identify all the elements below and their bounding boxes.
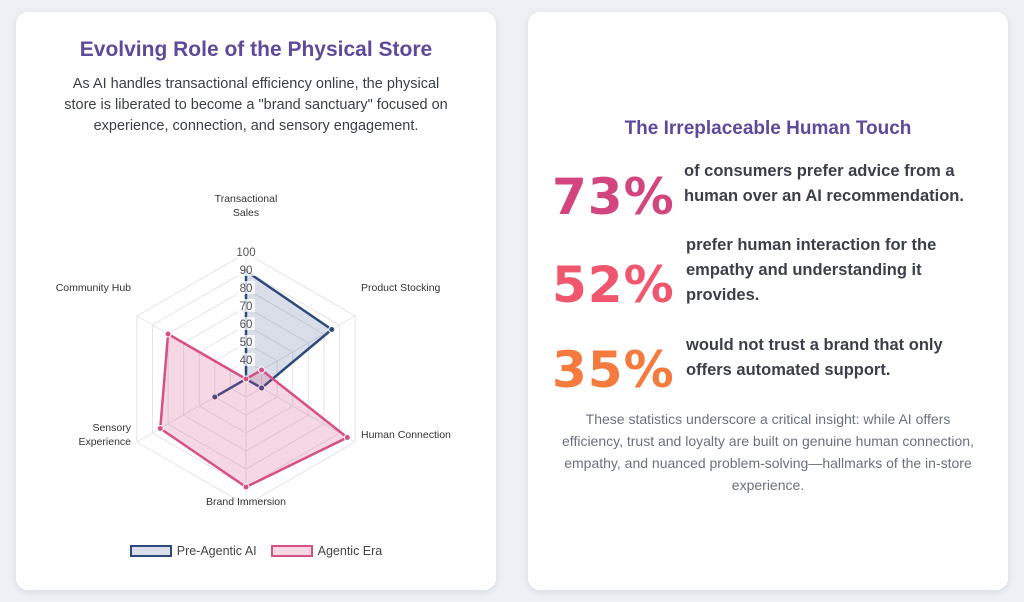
stat-value-73: 73% [552, 168, 675, 226]
tick-bg-90 [237, 263, 255, 276]
stat-text-52: prefer human interaction for the empathy… [686, 236, 937, 304]
axis-label-0-0: Transactional [215, 193, 278, 205]
legend-item-pre-agentic[interactable]: Pre-Agentic AI [129, 544, 257, 558]
insight-paragraph: These statistics underscore a critical i… [562, 411, 974, 493]
right-card-title: The Irreplaceable Human Touch [624, 118, 912, 139]
legend-label-pre-agentic: Pre-Agentic AI [176, 544, 257, 558]
legend-swatch-agentic-era [270, 545, 313, 557]
axis-label-2-0: Human Connection [361, 429, 451, 441]
tick-bg-70 [237, 299, 255, 312]
series-0-point-2 [258, 384, 266, 392]
series-1-point-2 [343, 434, 351, 441]
series-0-point-4 [211, 393, 219, 401]
stat-value-35: 35% [552, 341, 675, 399]
tick-label-50: 50 [240, 337, 253, 349]
store-role-card: Evolving Role of the Physical Store As A… [16, 12, 496, 590]
tick-bg-60 [237, 317, 255, 330]
tick-bg-40 [237, 353, 255, 366]
stat-text-35: would not trust a brand that only offers… [686, 336, 943, 379]
tick-bg-80 [237, 281, 255, 294]
axis-label-3-0: Brand Immersion [206, 496, 286, 508]
stat-text-73: of consumers prefer advice from a human … [684, 162, 964, 205]
series-1-point-0 [242, 375, 250, 383]
legend-label-agentic-era: Agentic Era [317, 544, 383, 558]
tick-label-70: 70 [240, 301, 253, 313]
tick-label-100: 100 [236, 247, 255, 259]
chart-legend: Pre-Agentic AI Agentic Era [16, 544, 496, 558]
series-1-point-1 [258, 366, 266, 374]
axis-label-4-0: Sensory [92, 422, 131, 434]
series-1-point-5 [164, 330, 172, 338]
axis-label-4-1: Experience [78, 436, 131, 448]
axis-label-0-1: Sales [233, 207, 259, 219]
tick-label-40: 40 [240, 355, 253, 367]
series-0-point-1 [328, 326, 336, 333]
tick-label-80: 80 [240, 283, 253, 295]
series-1-point-4 [156, 425, 164, 432]
tick-bg-100 [237, 245, 255, 258]
tick-label-90: 90 [240, 265, 253, 277]
human-touch-card: The Irreplaceable Human Touch 73% of con… [528, 12, 1008, 590]
left-card-description: As AI handles transactional efficiency o… [64, 76, 448, 134]
left-card-title: Evolving Role of the Physical Store [79, 38, 433, 61]
axis-label-5-0: Community Hub [56, 282, 131, 294]
legend-swatch-pre-agentic [129, 545, 172, 557]
tick-label-60: 60 [240, 319, 253, 331]
series-1-point-3 [242, 483, 250, 491]
legend-item-agentic-era[interactable]: Agentic Era [270, 544, 383, 558]
tick-bg-50 [237, 335, 255, 348]
stat-value-52: 52% [552, 256, 675, 314]
axis-label-1-0: Product Stocking [361, 282, 441, 294]
radar-chart: 40 50 60 70 80 90 100 Transactional Sales Product… [56, 193, 451, 508]
